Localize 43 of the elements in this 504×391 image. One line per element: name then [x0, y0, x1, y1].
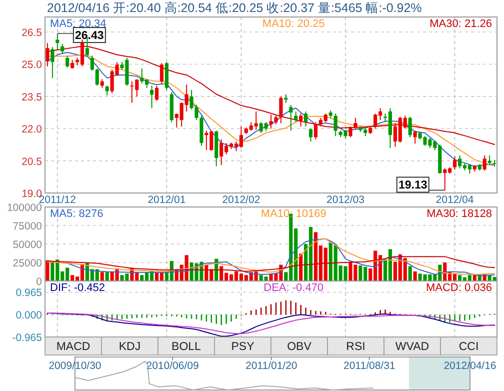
text: MACD: [56, 341, 90, 353]
x-tick-label: 2010/06/09: [146, 360, 199, 372]
text: PSY: [231, 341, 255, 353]
x-tick-label: 2012/02: [222, 194, 260, 206]
text: MA5: 8276: [50, 208, 104, 220]
x-tick-label: 2012/03: [326, 194, 365, 206]
text: CCI: [458, 341, 479, 353]
text: OBV: [287, 341, 312, 353]
series-label: MACD: 0.036: [426, 282, 492, 294]
text: BOLL: [172, 341, 202, 353]
y-tick-label: 100000: [6, 202, 42, 214]
y-tick-label: 25000: [12, 258, 42, 270]
text: MA30: 18128: [426, 208, 492, 220]
x-tick-label: 2011/08/31: [343, 360, 396, 372]
y-tick-label: 0.965: [16, 287, 42, 300]
text: MA30: 21.26: [430, 18, 492, 30]
text: KDJ: [118, 341, 141, 353]
x-tick-label: 2011/01/20: [246, 360, 298, 372]
x-tick-label: 2012/04/16: [444, 360, 496, 372]
x-tick-label: 2009/10/30: [48, 360, 102, 372]
y-tick-label: 50000: [12, 239, 42, 251]
text: RSI: [346, 341, 366, 353]
y-tick-label: 22.0: [22, 124, 42, 136]
y-tick-label: 23.5: [22, 91, 42, 104]
text: MA5: 20.34: [50, 18, 106, 30]
y-tick-label: 75000: [12, 220, 42, 232]
text: DEA: -0.470: [264, 282, 324, 294]
x-tick-label: 2012/04: [436, 194, 474, 206]
annotation: 26.43: [75, 30, 104, 42]
y-tick-label: 26.5: [22, 27, 42, 40]
text: WVAD: [395, 341, 430, 353]
series-label: MA10: 10169: [260, 208, 326, 220]
text: MA10: 20.25: [262, 18, 325, 30]
series-label: DIF: -0.452: [50, 282, 106, 294]
y-tick-label: -0.965: [12, 332, 42, 344]
y-tick-label: 0.000: [16, 310, 42, 322]
y-tick-label: 20.5: [22, 156, 42, 168]
y-tick-label: 25.0: [22, 59, 42, 72]
y-tick-label: 0: [36, 276, 42, 288]
x-tick-label: 2012/01: [148, 194, 186, 206]
y-tick-label: 19.0: [22, 188, 42, 200]
annotation: 19.13: [398, 180, 428, 192]
chart-title: 2012/04/16 开:20.40 高:20.54 低:20.25 收:20.37 量:5465 幅:-0.92%: [47, 0, 422, 15]
